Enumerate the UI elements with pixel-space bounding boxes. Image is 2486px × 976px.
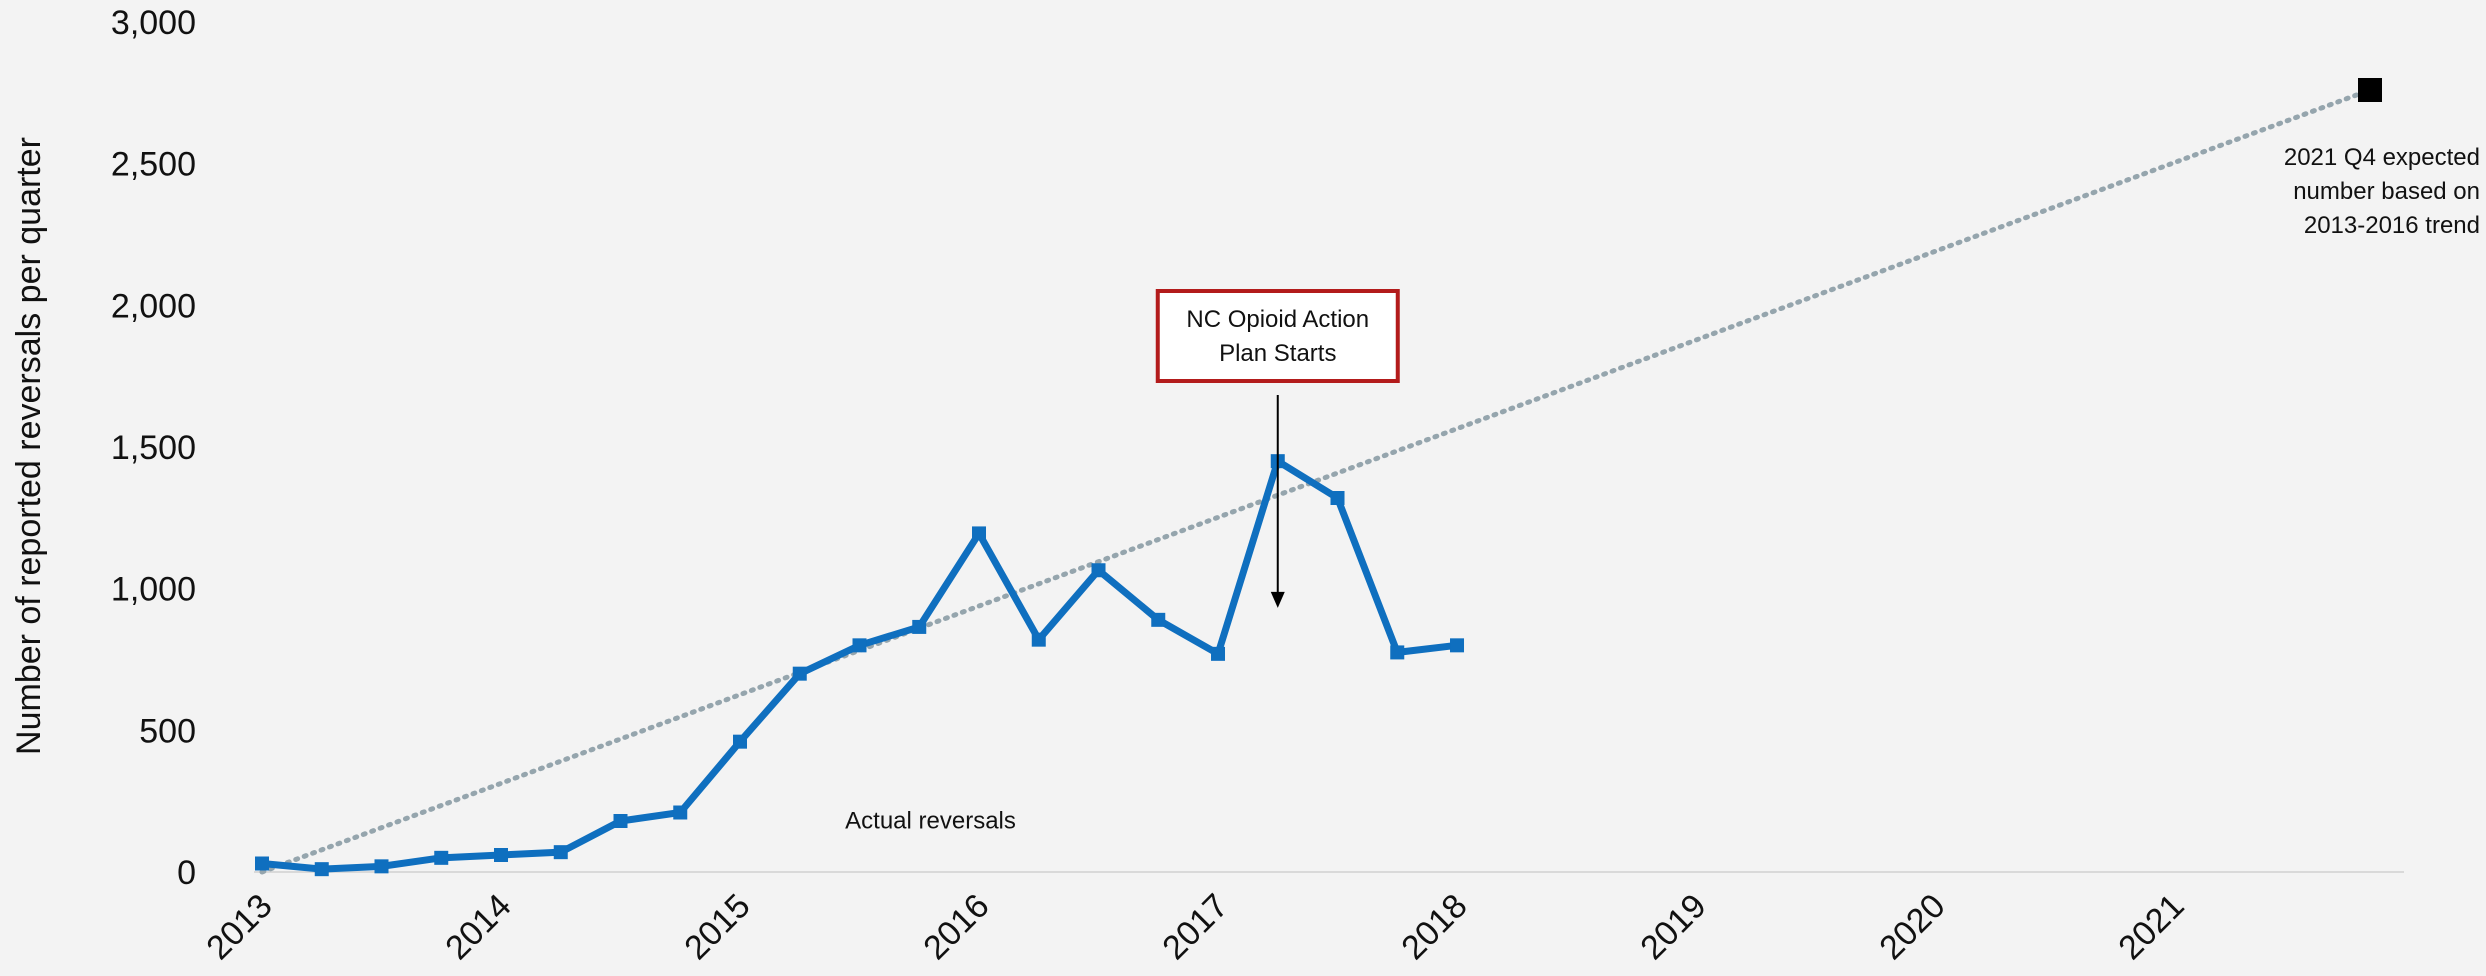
actual-series-point	[1211, 646, 1226, 661]
actual-series-point	[434, 850, 449, 865]
y-tick-label: 500	[139, 712, 196, 750]
callout-text-line: NC Opioid Action	[1186, 306, 1369, 333]
actual-series-point	[553, 845, 568, 860]
actual-series-point	[1390, 645, 1405, 660]
y-axis-title: Number of reported reversals per quarter	[10, 137, 48, 755]
actual-series-point	[1330, 491, 1345, 505]
actual-series-point	[314, 862, 329, 877]
actual-series-point	[1091, 563, 1106, 578]
annotations: Actual reversals 2021 Q4 expected number b…	[845, 144, 2480, 835]
y-tick-label: 1,000	[111, 571, 196, 609]
actual-series-point	[912, 619, 927, 634]
y-tick-label: 3,000	[111, 4, 196, 42]
callout-text-line: Plan Starts	[1219, 340, 1336, 367]
expected-point-marker	[2358, 78, 2382, 102]
expected-label-line: 2021 Q4 expected	[2284, 144, 2480, 171]
actual-series-point	[1450, 638, 1465, 653]
y-tick-label: 2,000	[111, 287, 196, 325]
y-tick-label: 1,500	[111, 429, 196, 467]
y-tick-label: 2,500	[111, 146, 196, 184]
actual-series-point	[494, 848, 509, 862]
actual-series-point	[852, 638, 867, 653]
actual-series-layer	[255, 454, 1465, 877]
y-axis-ticks: 0 500 1,000 1,500 2,000 2,500 3,000	[111, 4, 196, 892]
actual-series-point	[733, 734, 748, 749]
expected-label-line: number based on	[2293, 178, 2480, 205]
actual-series-point	[1151, 612, 1166, 627]
actual-series-point	[972, 526, 987, 541]
actual-series-point	[613, 814, 628, 828]
expected-label-line: 2013-2016 trend	[2304, 212, 2480, 239]
actual-series-label: Actual reversals	[845, 808, 1016, 835]
callout-box	[1155, 289, 1400, 383]
actual-series-point	[374, 859, 389, 874]
y-tick-label: 0	[177, 854, 196, 892]
actual-series-point	[1031, 632, 1046, 647]
actual-series-point	[255, 856, 269, 871]
actual-series-point	[792, 666, 807, 681]
callout-arrow-head	[1270, 591, 1285, 608]
actual-series-point	[673, 805, 688, 820]
